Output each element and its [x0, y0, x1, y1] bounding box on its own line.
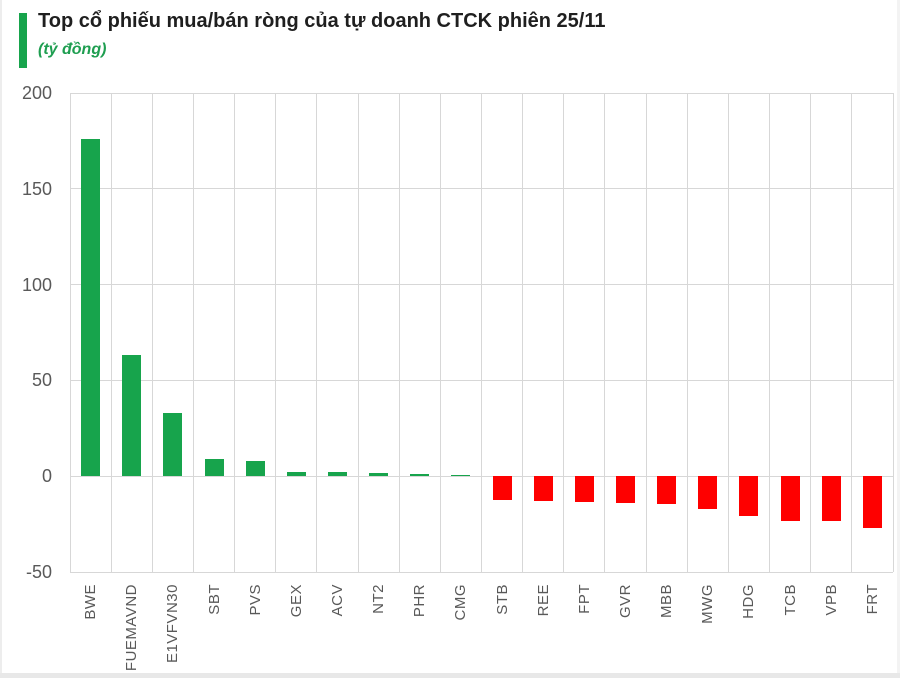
gridline-vertical — [727, 93, 729, 572]
x-axis-category-label: FUEMAVND — [123, 584, 141, 672]
title-accent-bar — [19, 13, 27, 68]
bar-negative — [698, 476, 718, 509]
x-axis-category-label: GEX — [287, 584, 305, 618]
x-axis-category-label: PHR — [411, 584, 429, 618]
gridline-vertical — [316, 93, 318, 572]
bar-positive — [369, 472, 389, 477]
x-axis-category-label: STB — [493, 584, 511, 615]
bar-positive — [81, 138, 101, 477]
x-axis-category-label: NT2 — [370, 584, 388, 614]
gridline-vertical — [851, 93, 853, 572]
gridline-vertical — [481, 93, 482, 572]
x-axis-category-label: GVR — [617, 584, 635, 619]
bar-positive — [245, 460, 265, 477]
gridline-vertical — [522, 93, 524, 572]
bar-negative — [821, 476, 841, 522]
x-axis-category-label: VPB — [822, 584, 840, 616]
gridline-vertical — [563, 93, 565, 572]
gridline-vertical — [192, 93, 194, 572]
gridline-vertical — [398, 93, 400, 572]
bar-positive — [451, 475, 471, 477]
y-axis-tick-label: 0 — [41, 466, 52, 487]
page-edge-right — [897, 0, 900, 678]
bar-positive — [122, 355, 142, 477]
gridline-vertical — [439, 93, 441, 572]
x-axis-category-label: E1VFVN30 — [164, 584, 182, 664]
x-axis-category-label: REE — [534, 584, 552, 617]
gridline-vertical — [234, 93, 236, 572]
x-axis-category-label: TCB — [781, 584, 799, 616]
y-axis-tick-label: 200 — [21, 83, 52, 103]
x-axis-category-label: SBT — [205, 584, 223, 615]
gridline-vertical — [604, 93, 606, 572]
y-axis-tick-label: 50 — [31, 370, 52, 391]
bar-negative — [780, 476, 800, 521]
chart-unit-subtitle: (tỷ đồng) — [38, 41, 107, 58]
gridline-vertical — [769, 93, 771, 572]
x-axis-category-label: PVS — [246, 584, 264, 616]
chart-title: Top cổ phiếu mua/bán ròng của tự doanh C… — [38, 10, 606, 32]
page-edge-bottom — [0, 673, 900, 678]
bar-negative — [574, 476, 594, 503]
gridline-horizontal — [70, 571, 893, 573]
gridline-vertical — [110, 93, 112, 572]
gridline-vertical — [645, 93, 647, 572]
bar-positive — [204, 458, 224, 477]
gridline-vertical — [357, 93, 359, 572]
bar-positive — [327, 471, 347, 477]
x-axis-category-label: BWE — [82, 584, 100, 620]
gridline-vertical — [151, 93, 153, 572]
gridline-vertical — [686, 93, 688, 572]
bar-negative — [739, 476, 759, 517]
gridline-vertical — [810, 93, 812, 572]
y-axis-tick-label: 150 — [21, 178, 52, 199]
x-axis-category-label: FPT — [575, 584, 593, 614]
y-axis-tick-label: 100 — [21, 274, 52, 295]
bar-negative — [862, 476, 882, 528]
bar-negative — [616, 476, 636, 503]
gridline-vertical — [275, 93, 277, 572]
x-axis-category-label: CMG — [452, 584, 470, 621]
x-axis-category-label: MBB — [658, 584, 676, 619]
x-axis-category-label: MWG — [699, 584, 717, 624]
y-axis-tick-label: -50 — [25, 562, 52, 582]
bar-positive — [286, 471, 306, 477]
bar-positive — [163, 412, 183, 477]
bar-negative — [533, 476, 553, 502]
gridline-vertical — [892, 93, 894, 572]
bar-positive — [410, 473, 430, 477]
x-axis-category-label: HDG — [740, 584, 758, 619]
bar-negative — [657, 476, 677, 505]
gridline-vertical — [69, 93, 71, 572]
page-edge-left — [0, 0, 2, 678]
x-axis-category-label: FRT — [863, 584, 881, 615]
bar-negative — [492, 476, 512, 501]
x-axis-category-label: ACV — [328, 584, 346, 617]
